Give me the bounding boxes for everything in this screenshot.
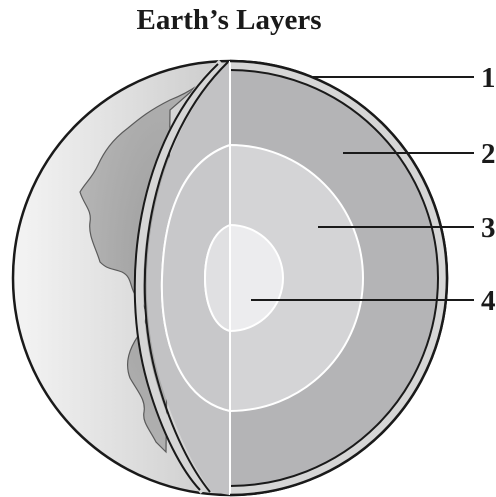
label-4: 4 (481, 285, 496, 317)
mantle-layer (230, 69, 439, 487)
inner-core-left-shade (203, 223, 231, 333)
crust-edge-outer (133, 63, 219, 491)
crust-edge-inner (143, 61, 229, 493)
label-1: 1 (481, 62, 496, 94)
outer-core-left-shade (160, 143, 231, 413)
label-3: 3 (481, 212, 496, 244)
label-2: 2 (481, 138, 496, 170)
sphere-right-outline (229, 59, 449, 497)
diagram-title: Earth’s Layers (136, 4, 322, 36)
crust-band-left (134, 59, 226, 494)
